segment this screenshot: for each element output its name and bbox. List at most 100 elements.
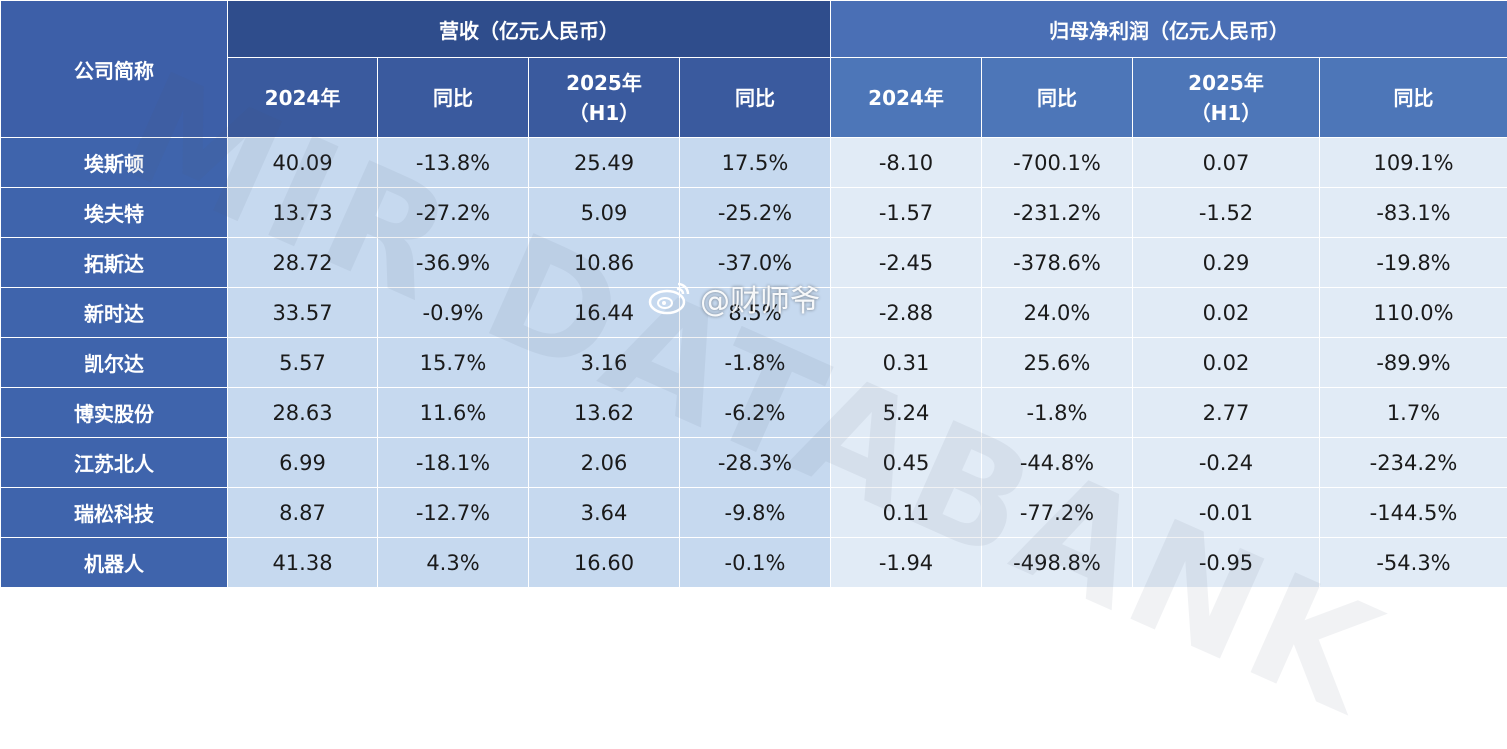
np-2025h1-yoy: -54.3% [1320, 538, 1507, 588]
rev-2025h1: 2.06 [529, 438, 680, 488]
np-2024: 5.24 [831, 388, 982, 438]
rev-2024-yoy: -12.7% [378, 488, 529, 538]
np-2024: -8.10 [831, 138, 982, 188]
np-2025h1-yoy: 110.0% [1320, 288, 1507, 338]
np-2025h1-yoy: -89.9% [1320, 338, 1507, 388]
np-2025h1-yoy: 109.1% [1320, 138, 1507, 188]
table-row: 瑞松科技 8.87 -12.7% 3.64 -9.8% 0.11 -77.2% … [1, 488, 1507, 538]
np-2024: -2.45 [831, 238, 982, 288]
table-row: 埃夫特 13.73 -27.2% 5.09 -25.2% -1.57 -231.… [1, 188, 1507, 238]
np-2025h1: 2.77 [1133, 388, 1320, 438]
np-2025h1-yoy: -83.1% [1320, 188, 1507, 238]
rev-2024-yoy: 15.7% [378, 338, 529, 388]
np-2024-yoy: -231.2% [982, 188, 1133, 238]
company-name: 埃斯顿 [1, 138, 228, 188]
company-name: 瑞松科技 [1, 488, 228, 538]
rev-2024: 5.57 [228, 338, 378, 388]
np-2024-yoy: 25.6% [982, 338, 1133, 388]
rev-2025h1: 3.16 [529, 338, 680, 388]
header-rev-2024-yoy: 同比 [378, 58, 529, 138]
rev-2025h1: 3.64 [529, 488, 680, 538]
rev-2024-yoy: -18.1% [378, 438, 529, 488]
rev-2024: 40.09 [228, 138, 378, 188]
rev-2025h1: 5.09 [529, 188, 680, 238]
page: 公司简称 营收（亿元人民币） 归母净利润（亿元人民币） 2024年 同比 202… [0, 0, 1507, 587]
company-name: 机器人 [1, 538, 228, 588]
rev-2024-yoy: -13.8% [378, 138, 529, 188]
table-row: 江苏北人 6.99 -18.1% 2.06 -28.3% 0.45 -44.8%… [1, 438, 1507, 488]
company-name: 拓斯达 [1, 238, 228, 288]
table-row: 拓斯达 28.72 -36.9% 10.86 -37.0% -2.45 -378… [1, 238, 1507, 288]
company-name: 新时达 [1, 288, 228, 338]
rev-2024-yoy: -36.9% [378, 238, 529, 288]
rev-2024-yoy: -27.2% [378, 188, 529, 238]
rev-2024-yoy: 4.3% [378, 538, 529, 588]
rev-2025h1-yoy: -1.8% [680, 338, 831, 388]
rev-2025h1-yoy: -9.8% [680, 488, 831, 538]
rev-2025h1: 10.86 [529, 238, 680, 288]
np-2024-yoy: -1.8% [982, 388, 1133, 438]
rev-2025h1-yoy: -37.0% [680, 238, 831, 288]
np-2024: 0.45 [831, 438, 982, 488]
table-row: 埃斯顿 40.09 -13.8% 25.49 17.5% -8.10 -700.… [1, 138, 1507, 188]
np-2025h1: -0.95 [1133, 538, 1320, 588]
np-2024-yoy: -700.1% [982, 138, 1133, 188]
rev-2024-yoy: -0.9% [378, 288, 529, 338]
company-name: 埃夫特 [1, 188, 228, 238]
np-2024: -1.57 [831, 188, 982, 238]
rev-2025h1: 25.49 [529, 138, 680, 188]
header-revenue-group: 营收（亿元人民币） [228, 1, 831, 58]
np-2024-yoy: -77.2% [982, 488, 1133, 538]
header-np-2024-yoy: 同比 [982, 58, 1133, 138]
np-2024-yoy: -498.8% [982, 538, 1133, 588]
np-2024: 0.11 [831, 488, 982, 538]
rev-2025h1: 13.62 [529, 388, 680, 438]
np-2024: -1.94 [831, 538, 982, 588]
np-2025h1: 0.02 [1133, 338, 1320, 388]
np-2024-yoy: -44.8% [982, 438, 1133, 488]
rev-2024: 33.57 [228, 288, 378, 338]
financial-table: 公司简称 营收（亿元人民币） 归母净利润（亿元人民币） 2024年 同比 202… [0, 0, 1507, 588]
rev-2025h1-yoy: 17.5% [680, 138, 831, 188]
company-name: 江苏北人 [1, 438, 228, 488]
np-2025h1-yoy: -19.8% [1320, 238, 1507, 288]
np-2025h1-yoy: 1.7% [1320, 388, 1507, 438]
np-2025h1-yoy: -234.2% [1320, 438, 1507, 488]
rev-2024-yoy: 11.6% [378, 388, 529, 438]
rev-2025h1-yoy: 8.5% [680, 288, 831, 338]
header-rev-2025h1-yoy: 同比 [680, 58, 831, 138]
rev-2025h1-yoy: -6.2% [680, 388, 831, 438]
rev-2024: 28.63 [228, 388, 378, 438]
company-name: 博实股份 [1, 388, 228, 438]
header-np-2025h1: 2025年（H1） [1133, 58, 1320, 138]
rev-2024: 8.87 [228, 488, 378, 538]
table-row: 凯尔达 5.57 15.7% 3.16 -1.8% 0.31 25.6% 0.0… [1, 338, 1507, 388]
rev-2024: 41.38 [228, 538, 378, 588]
np-2025h1: -0.01 [1133, 488, 1320, 538]
np-2024-yoy: 24.0% [982, 288, 1133, 338]
header-np-2024: 2024年 [831, 58, 982, 138]
header-rev-2025h1: 2025年（H1） [529, 58, 680, 138]
np-2024: -2.88 [831, 288, 982, 338]
company-name: 凯尔达 [1, 338, 228, 388]
rev-2025h1: 16.60 [529, 538, 680, 588]
np-2025h1: 0.29 [1133, 238, 1320, 288]
np-2024: 0.31 [831, 338, 982, 388]
np-2025h1: 0.02 [1133, 288, 1320, 338]
np-2025h1: -0.24 [1133, 438, 1320, 488]
np-2024-yoy: -378.6% [982, 238, 1133, 288]
rev-2024: 6.99 [228, 438, 378, 488]
rev-2025h1-yoy: -25.2% [680, 188, 831, 238]
rev-2025h1-yoy: -0.1% [680, 538, 831, 588]
rev-2024: 13.73 [228, 188, 378, 238]
header-company: 公司简称 [1, 1, 228, 138]
table-row: 机器人 41.38 4.3% 16.60 -0.1% -1.94 -498.8%… [1, 538, 1507, 588]
header-profit-group: 归母净利润（亿元人民币） [831, 1, 1507, 58]
np-2025h1-yoy: -144.5% [1320, 488, 1507, 538]
rev-2024: 28.72 [228, 238, 378, 288]
header-rev-2024: 2024年 [228, 58, 378, 138]
np-2025h1: 0.07 [1133, 138, 1320, 188]
rev-2025h1-yoy: -28.3% [680, 438, 831, 488]
header-np-2025h1-yoy: 同比 [1320, 58, 1507, 138]
table-row: 博实股份 28.63 11.6% 13.62 -6.2% 5.24 -1.8% … [1, 388, 1507, 438]
